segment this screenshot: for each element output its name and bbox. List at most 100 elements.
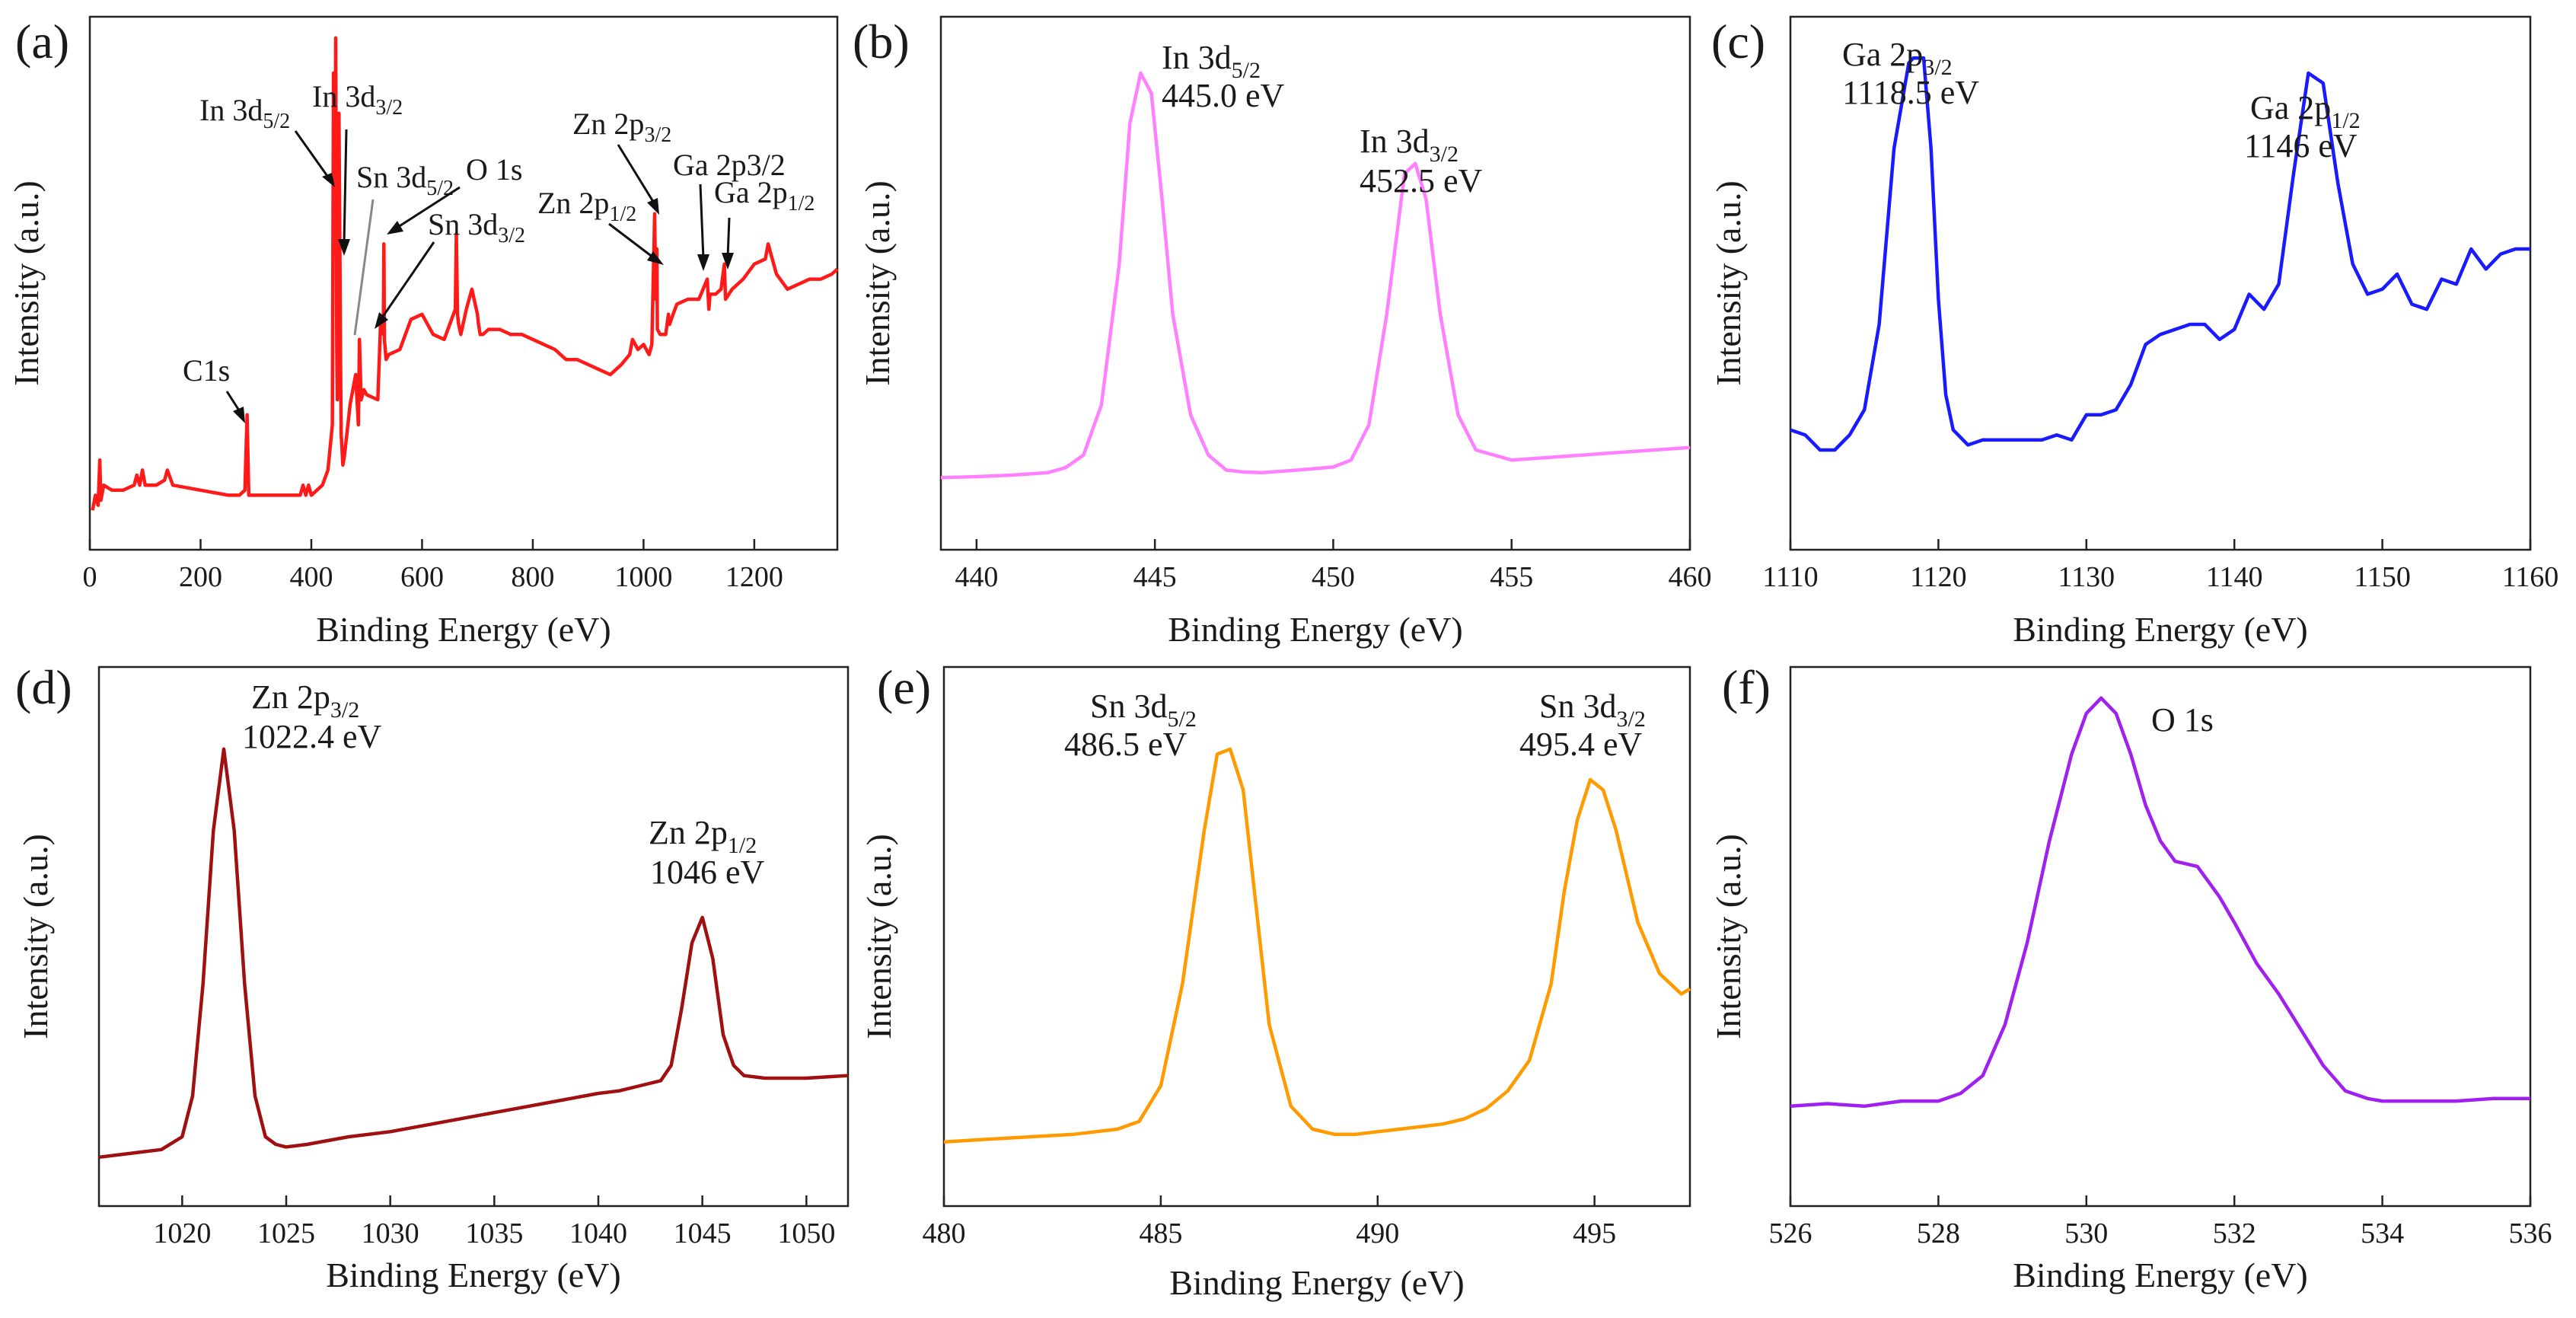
panel-letter-a: (a) bbox=[15, 14, 69, 69]
anno-ga2p12-arrow bbox=[726, 217, 731, 258]
panel-letter-f: (f) bbox=[1722, 660, 1771, 714]
panel-c-x-label: Binding Energy (eV) bbox=[2013, 610, 2308, 649]
peak-energy-in3d52: 445.0 eV bbox=[1162, 77, 1285, 114]
panel-b-frame bbox=[939, 15, 1691, 551]
anno-zn2p12-arrow bbox=[608, 222, 654, 259]
anno-zn2p32: Zn 2p3/2 bbox=[572, 107, 671, 147]
panel-a-frame bbox=[88, 15, 839, 551]
anno-ga2p32: Ga 2p3/2 bbox=[673, 148, 786, 182]
peak-energy-in3d32: 452.5 eV bbox=[1360, 162, 1483, 199]
peak-label-sn3d52: Sn 3d5/2 bbox=[1090, 688, 1197, 732]
peak-label-in3d52: In 3d5/2 bbox=[1162, 39, 1261, 83]
anno-sn3d32-arrow bbox=[379, 241, 435, 321]
panel-b-x-tick-label: 445 bbox=[1133, 561, 1177, 593]
anno-ga2p32-arrow bbox=[699, 183, 705, 260]
panel-f-frame bbox=[1789, 665, 2532, 1208]
panel-d-zn2p-line bbox=[98, 747, 849, 1160]
anno-o1s-arrow bbox=[395, 186, 461, 230]
anno-ga2p12: Ga 2p1/2 bbox=[714, 175, 815, 215]
panel-f-x-tick-label: 528 bbox=[1917, 1217, 1960, 1249]
panel-f-x-tick-label: 534 bbox=[2361, 1217, 2404, 1249]
panel-a-x-tick-label: 1000 bbox=[614, 561, 672, 593]
anno-c1s: C1s bbox=[183, 353, 230, 388]
anno-ga2p12-arrowhead bbox=[722, 253, 734, 270]
panel-c-x-tick-label: 1140 bbox=[2206, 561, 2263, 593]
anno-sn3d32-arrowhead bbox=[375, 312, 388, 329]
panel-a-x-tick-label: 400 bbox=[289, 561, 333, 593]
peak-label-zn2p32: Zn 2p3/2 bbox=[251, 678, 359, 723]
peak-energy-sn3d52: 486.5 eV bbox=[1064, 726, 1188, 763]
peak-label-o1s: O 1s bbox=[2151, 701, 2214, 739]
panel-d-x-tick-label: 1035 bbox=[465, 1217, 523, 1249]
anno-in3d32-arrowhead bbox=[338, 239, 350, 256]
panel-a-x-tick-label: 600 bbox=[400, 561, 444, 593]
panel-letter-e: (e) bbox=[877, 660, 931, 714]
peak-energy-ga2p12: 1146 eV bbox=[2244, 127, 2358, 164]
peak-label-ga2p12: Ga 2p1/2 bbox=[2250, 89, 2361, 133]
panel-d-x-ticks: 1020 1025 1030 1035 1040 1045 1050 bbox=[153, 1195, 835, 1249]
peak-energy-zn2p12: 1046 eV bbox=[650, 854, 765, 891]
panel-d-y-label: Intensity (a.u.) bbox=[16, 834, 55, 1039]
panel-d-x-tick-label: 1030 bbox=[362, 1217, 419, 1249]
anno-c1s-arrowhead bbox=[233, 407, 245, 423]
panel-a-x-label: Binding Energy (eV) bbox=[316, 610, 611, 649]
anno-zn2p32-arrow bbox=[617, 144, 656, 205]
panel-f-y-label: Intensity (a.u.) bbox=[1709, 834, 1748, 1039]
peak-label-zn2p12: Zn 2p1/2 bbox=[649, 814, 757, 858]
panel-e-x-label: Binding Energy (eV) bbox=[1169, 1263, 1465, 1302]
peak-label-ga2p32: Ga 2p3/2 bbox=[1842, 36, 1953, 80]
panel-e-frame bbox=[942, 665, 1691, 1208]
panel-b-x-tick-label: 460 bbox=[1669, 561, 1712, 593]
anno-sn3d32: Sn 3d3/2 bbox=[428, 207, 525, 247]
anno-in3d52: In 3d5/2 bbox=[199, 93, 290, 133]
anno-in3d52-arrowhead bbox=[322, 173, 335, 187]
panel-c-x-tick-label: 1160 bbox=[2502, 561, 2559, 593]
panel-c: (c) 1110 1120 1130 1140 1150 1160 Binding Ene… bbox=[1709, 14, 2558, 649]
panel-a-survey-line bbox=[91, 36, 839, 511]
peak-energy-zn2p32: 1022.4 eV bbox=[242, 718, 382, 755]
panel-f-x-tick-label: 530 bbox=[2064, 1217, 2108, 1249]
panel-c-x-tick-label: 1150 bbox=[2354, 561, 2411, 593]
peak-energy-ga2p32: 1118.5 eV bbox=[1842, 74, 1979, 111]
panel-d-x-tick-label: 1050 bbox=[777, 1217, 835, 1249]
panel-a-x-tick-label: 200 bbox=[179, 561, 222, 593]
panel-f-x-tick-label: 532 bbox=[2213, 1217, 2256, 1249]
anno-zn2p12-arrowhead bbox=[647, 251, 664, 265]
panel-e-x-ticks: 480 485 490 495 bbox=[923, 1195, 1616, 1249]
anno-in3d32: In 3d3/2 bbox=[312, 79, 403, 120]
panel-f-x-ticks: 526 528 530 532 534 536 bbox=[1769, 1195, 2552, 1249]
anno-in3d52-arrow bbox=[294, 130, 330, 179]
panel-c-frame bbox=[1789, 15, 2532, 551]
panel-d-x-tick-label: 1045 bbox=[674, 1217, 732, 1249]
panel-b-x-label: Binding Energy (eV) bbox=[1168, 610, 1463, 649]
panel-d-x-tick-label: 1025 bbox=[257, 1217, 315, 1249]
panel-d-x-label: Binding Energy (eV) bbox=[326, 1256, 621, 1294]
panel-f-o1s-line bbox=[1790, 696, 2530, 1109]
anno-zn2p12: Zn 2p1/2 bbox=[537, 186, 636, 226]
panel-f-x-tick-label: 526 bbox=[1769, 1217, 1812, 1249]
peak-label-in3d32: In 3d3/2 bbox=[1360, 123, 1459, 167]
panel-c-ga2p-line bbox=[1790, 56, 2530, 452]
panel-d-x-tick-label: 1020 bbox=[153, 1217, 211, 1249]
anno-sn3d52: Sn 3d5/2 bbox=[356, 160, 454, 200]
peak-energy-sn3d32: 495.4 eV bbox=[1519, 726, 1643, 763]
anno-sn3d52-arrow bbox=[353, 199, 375, 336]
panel-d-frame bbox=[97, 665, 850, 1208]
panel-b-x-tick-label: 440 bbox=[955, 561, 998, 593]
panel-b-y-label: Intensity (a.u.) bbox=[858, 180, 897, 386]
panel-b-in3d-line bbox=[940, 71, 1691, 480]
peak-label-sn3d32: Sn 3d3/2 bbox=[1539, 688, 1646, 732]
panel-d: (d) 1020 1025 1030 1035 1040 1045 1050 Binding… bbox=[15, 660, 850, 1294]
panel-b-x-ticks: 440 445 450 455 460 bbox=[955, 539, 1712, 593]
panel-a-annotations: In 3d5/2 In 3d3/2 Sn 3d5/2 O 1s Sn 3d3/2… bbox=[183, 79, 815, 423]
panel-c-x-tick-label: 1130 bbox=[2058, 561, 2115, 593]
panel-c-x-tick-label: 1120 bbox=[1910, 561, 1967, 593]
anno-ga2p32-arrowhead bbox=[697, 254, 709, 271]
panel-a-y-label: Intensity (a.u.) bbox=[7, 180, 46, 386]
anno-o1s: O 1s bbox=[466, 152, 522, 187]
panel-letter-b: (b) bbox=[853, 14, 910, 69]
panel-a: (a) 0 200 400 600 800 1000 1200 Binding Energy… bbox=[7, 14, 839, 649]
panel-b-x-tick-label: 450 bbox=[1312, 561, 1355, 593]
panel-c-x-ticks: 1110 1120 1130 1140 1150 1160 bbox=[1762, 539, 2558, 593]
